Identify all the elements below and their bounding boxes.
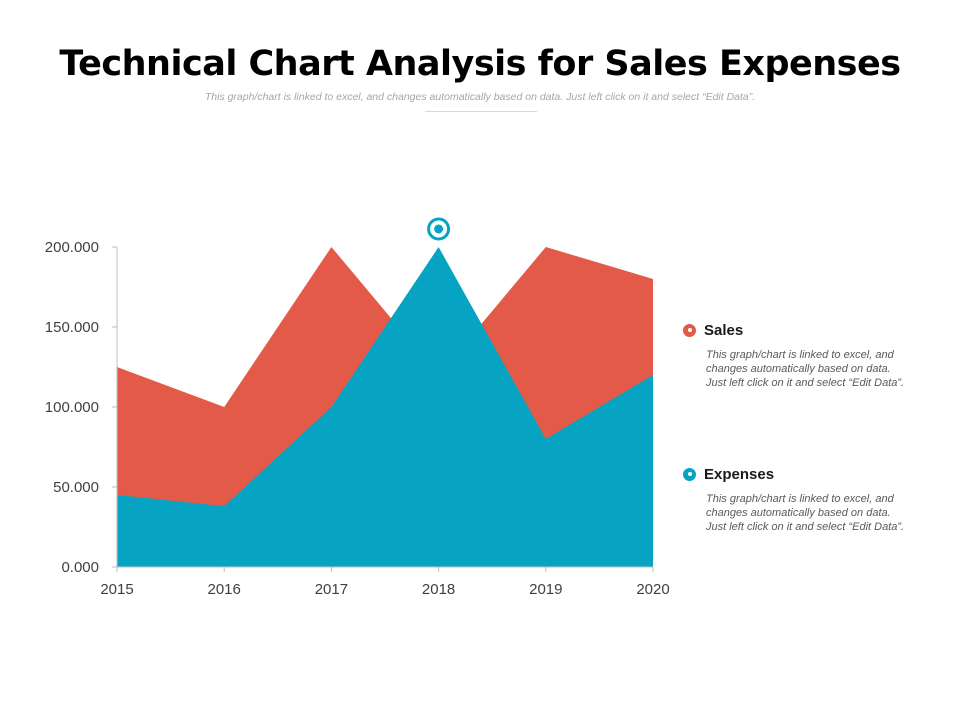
legend-item-expenses[interactable]: Expenses This graph/chart is linked to e… (683, 464, 913, 534)
legend-description-expenses: This graph/chart is linked to excel, and… (706, 493, 905, 533)
expenses-legend-icon (683, 467, 696, 481)
y-tick-label: 150.000 (45, 319, 99, 336)
peak-marker-icon (427, 217, 451, 241)
legend-item-sales[interactable]: Sales This graph/chart is linked to exce… (683, 320, 913, 390)
x-tick-label: 2019 (529, 581, 562, 598)
y-axis: 0.000 50.000 100.000 150.000 200.000 (45, 239, 117, 576)
x-axis: 2015 2016 2017 2018 2019 2020 (100, 567, 670, 598)
peak-marker-dot (434, 224, 444, 234)
subtitle-divider (425, 111, 537, 112)
x-tick-label: 2016 (208, 581, 241, 598)
y-tick-label: 200.000 (45, 239, 99, 256)
x-tick-label: 2018 (422, 581, 455, 598)
sales-legend-icon (683, 323, 696, 337)
x-tick-label: 2017 (315, 581, 348, 598)
legend-label-sales: Sales (704, 321, 744, 339)
y-tick-label: 100.000 (45, 399, 99, 416)
series-area-expenses[interactable] (117, 247, 653, 567)
page-title: Technical Chart Analysis for Sales Expen… (59, 44, 901, 84)
legend-description-sales: This graph/chart is linked to excel, and… (706, 349, 905, 389)
y-tick-label: 0.000 (61, 559, 99, 576)
x-tick-label: 2015 (100, 581, 133, 598)
x-tick-label: 2020 (636, 581, 669, 598)
y-tick-label: 50.000 (53, 479, 99, 496)
page-subtitle: This graph/chart is linked to excel, and… (204, 91, 756, 103)
legend-label-expenses: Expenses (704, 465, 775, 483)
